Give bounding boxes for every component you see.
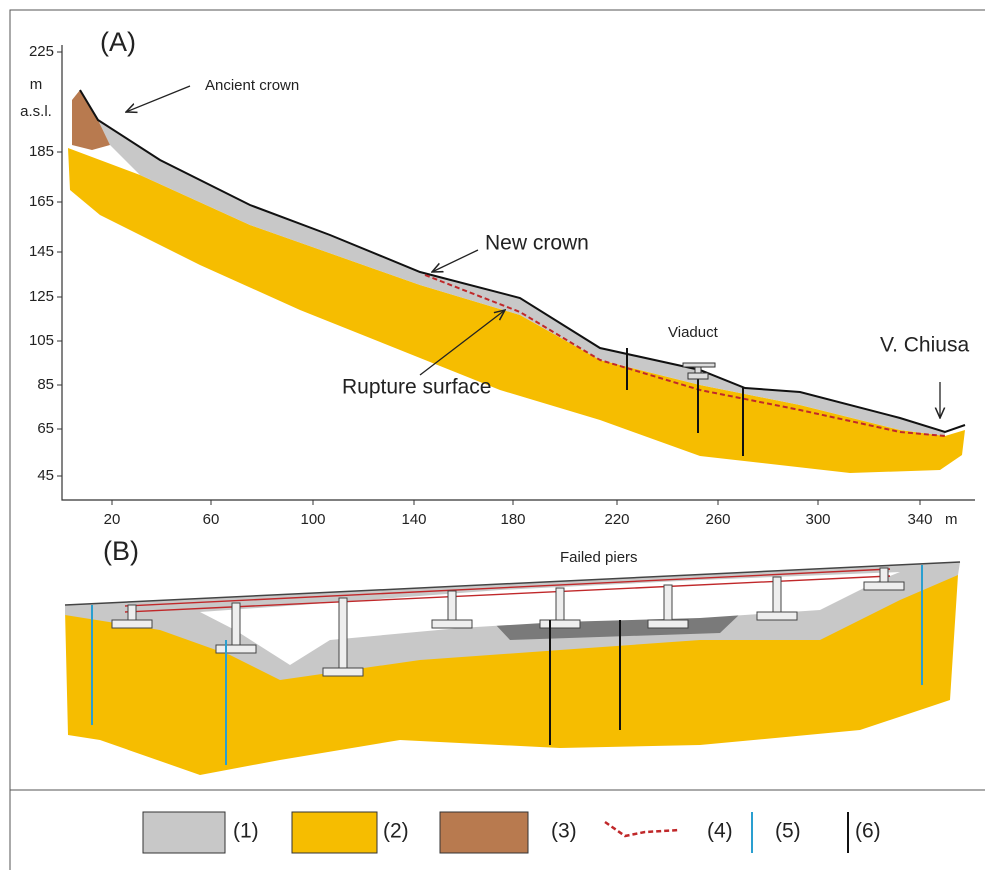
x-tick-label: 180 — [500, 511, 525, 528]
y-tick-label: 45 — [37, 467, 54, 484]
annotation: Ancient crown — [205, 77, 299, 94]
y-tick-label: 125 — [29, 288, 54, 305]
y-tick-label: 105 — [29, 332, 54, 349]
pier-footing — [757, 612, 797, 620]
annotation: Viaduct — [668, 324, 719, 341]
x-tick-label: 340 — [907, 511, 932, 528]
y-tick-label: 65 — [37, 420, 54, 437]
pier-footing — [432, 620, 472, 628]
legend-label: (4) — [707, 820, 733, 843]
x-tick-label: 260 — [705, 511, 730, 528]
y-unit: a.s.l. — [20, 103, 52, 120]
legend-swatch — [143, 812, 225, 853]
pier — [664, 585, 672, 620]
pier — [128, 605, 136, 620]
pier — [448, 591, 456, 620]
panel-label: (A) — [100, 27, 136, 57]
y-tick-label: 225 — [29, 43, 54, 60]
pier-footing — [540, 620, 580, 628]
pier — [773, 577, 781, 612]
annotation: Rupture surface — [342, 376, 491, 399]
legend-label: (2) — [383, 820, 409, 843]
x-tick-label: 20 — [104, 511, 121, 528]
x-tick-label: 60 — [203, 511, 220, 528]
x-tick-label: 220 — [604, 511, 629, 528]
pier-footing — [112, 620, 152, 628]
legend-label: (1) — [233, 820, 259, 843]
legend-label: (5) — [775, 820, 801, 843]
y-tick-label: 185 — [29, 143, 54, 160]
pier-footing — [864, 582, 904, 590]
pier — [339, 598, 347, 668]
figure: (A) m a.s.l. m Ancient crown New crown R… — [0, 0, 990, 873]
legend-swatch — [440, 812, 528, 853]
pier — [880, 568, 888, 582]
legend-label: (3) — [551, 820, 577, 843]
y-tick-label: 165 — [29, 193, 54, 210]
x-tick-label: 300 — [805, 511, 830, 528]
panel-label: (B) — [103, 536, 139, 566]
annotation: New crown — [485, 232, 589, 255]
x-tick-label: 140 — [401, 511, 426, 528]
crown-rock — [72, 90, 110, 150]
x-unit: m — [945, 511, 958, 528]
legend-swatch — [292, 812, 377, 853]
pier — [232, 603, 240, 645]
pier — [556, 588, 564, 620]
pier-footing — [216, 645, 256, 653]
legend-swatch — [605, 822, 680, 836]
y-tick-label: 85 — [37, 376, 54, 393]
annotation: Failed piers — [560, 549, 638, 566]
y-tick-label: 145 — [29, 243, 54, 260]
legend-label: (6) — [855, 820, 881, 843]
x-tick-label: 100 — [300, 511, 325, 528]
y-unit: m — [30, 76, 43, 93]
annotation: V. Chiusa — [880, 334, 969, 357]
pier-footing — [323, 668, 363, 676]
pier-footing — [648, 620, 688, 628]
